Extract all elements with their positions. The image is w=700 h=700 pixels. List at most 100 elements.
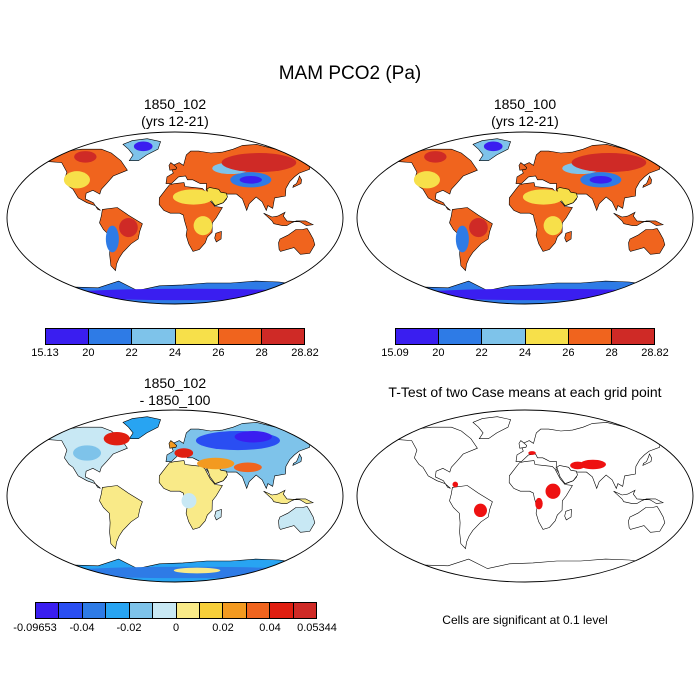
panel-1-title-line1: 1850_102	[143, 96, 207, 112]
colorbar-swatch	[129, 603, 154, 618]
low-region-andes	[105, 225, 119, 253]
panel-3-title-line1: 1850_102	[143, 375, 207, 391]
high-region-canada	[74, 151, 97, 163]
landmass-arabia	[206, 187, 228, 206]
landmass-arabia	[556, 187, 578, 206]
sig-cells-europe	[528, 451, 536, 455]
dry-region-sahara	[522, 189, 564, 205]
panel-1-title: 1850_102 (yrs 12-21)	[0, 96, 350, 130]
colorbar-swatch	[89, 329, 133, 344]
colorbar-swatch	[246, 603, 271, 618]
panel-4-title: T-Test of two Case means at each grid po…	[350, 384, 700, 401]
sig-cells-tibet	[579, 459, 606, 470]
sig-cells-eastafrica	[545, 483, 561, 499]
landmass-africa	[508, 460, 573, 530]
landmass-japan	[292, 453, 302, 466]
landmass-madagascar	[214, 508, 222, 521]
pos-region-india	[233, 462, 262, 473]
panel-3-title: 1850_102 - 1850_100	[0, 375, 350, 409]
panel-4-title-line1: T-Test of two Case means at each grid po…	[388, 384, 662, 400]
dry-region-namerica	[63, 171, 90, 189]
colorbar-tick-label: 0.04	[259, 622, 281, 634]
colorbar-tick-label: 0.05344	[297, 622, 337, 634]
colorbar-swatch	[218, 329, 262, 344]
colorbar-tick-label: 22	[475, 347, 488, 359]
colorbar-swatch	[611, 329, 655, 344]
high-region-brazil	[469, 218, 488, 238]
colorbar-tick-label: 20	[82, 347, 95, 359]
map-border	[6, 409, 344, 583]
dry-region-eastafrica	[193, 216, 213, 236]
map-panel-1	[6, 131, 344, 305]
significance-note: Cells are significant at 0.1 level	[442, 613, 608, 627]
landmass-japan	[642, 175, 652, 188]
colorbar-tick-label: 28.82	[291, 347, 319, 359]
colorbar-panel-2	[395, 328, 655, 345]
colorbar-swatch	[153, 603, 177, 618]
sig-cells-brazil	[473, 503, 488, 518]
landmass-japan	[642, 453, 652, 466]
colorbar-panel-3	[35, 602, 317, 619]
pos-region-europe	[174, 448, 194, 458]
colorbar-swatch	[525, 329, 569, 344]
map-border	[356, 131, 694, 305]
colorbar-swatch	[261, 329, 305, 344]
colorbar-swatch	[439, 329, 483, 344]
high-region-canada	[424, 151, 447, 163]
colorbar-tick-label: 15.13	[31, 347, 59, 359]
dry-region-namerica	[413, 171, 440, 189]
panel-3-title-line2: - 1850_100	[139, 392, 211, 408]
low-region-andes	[455, 225, 469, 253]
map-border	[6, 131, 344, 305]
colorbar-swatch	[293, 603, 317, 618]
colorbar-tick-label: 28.82	[641, 347, 669, 359]
landmass-madagascar	[214, 230, 222, 243]
colorbar-labels-panel-1: 15.13 20 22 24 26 28 28.82	[31, 347, 319, 361]
map-panel-3	[6, 409, 344, 583]
sig-cells-colombia	[452, 481, 459, 488]
sig-cells-iran	[570, 461, 586, 470]
colorbar-tick-label: 26	[562, 347, 575, 359]
landmass-australia	[628, 506, 666, 533]
high-region-siberia	[571, 153, 647, 173]
panel-1-title-line2: (yrs 12-21)	[141, 113, 209, 129]
pos-region-antarctica	[173, 567, 221, 574]
colorbar-labels-panel-2: 15.09 20 22 24 26 28 28.82	[381, 347, 669, 361]
low-region-greenland	[133, 141, 153, 152]
colorbar-tick-label: -0.02	[116, 622, 142, 634]
colorbar-tick-label: 28	[255, 347, 268, 359]
colorbar-tick-label: 24	[168, 347, 182, 359]
colorbar-tick-label: 15.09	[381, 347, 409, 359]
map-panel-4	[356, 409, 694, 583]
panel-2-title-line2: (yrs 12-21)	[491, 113, 559, 129]
landmass-australia	[278, 228, 316, 255]
landmass-uk	[518, 440, 528, 449]
colorbar-swatch	[396, 329, 440, 344]
landmass-samerica	[99, 485, 143, 550]
landmass-eurasia	[515, 422, 671, 490]
colorbar-tick-label: 22	[125, 347, 138, 359]
landmass-uk	[168, 162, 178, 171]
landmass-indonesia	[263, 489, 314, 504]
colorbar-swatch	[482, 329, 526, 344]
panel-2-title-line1: 1850_100	[493, 96, 557, 112]
low-core-tibet	[589, 175, 612, 184]
neg-region-congo	[181, 493, 197, 509]
landmass-madagascar	[564, 230, 572, 243]
colorbar-swatch	[199, 603, 224, 618]
colorbar-tick-label: 0.02	[212, 622, 234, 634]
colorbar-swatch	[568, 329, 612, 344]
colorbar-tick-label: -0.09653	[13, 622, 57, 634]
colorbar-swatch	[46, 329, 90, 344]
colorbar-panel-1	[45, 328, 305, 345]
colorbar-swatch	[36, 603, 60, 618]
dry-region-sahara	[172, 189, 214, 205]
colorbar-tick-label: 24	[518, 347, 532, 359]
landmass-australia	[628, 228, 666, 255]
landmass-madagascar	[564, 508, 572, 521]
colorbar-swatch	[176, 603, 200, 618]
map-panel-2	[356, 131, 694, 305]
colorbar-swatch	[270, 603, 294, 618]
landmass-indonesia	[263, 211, 314, 226]
pos-region-middleeast	[196, 457, 235, 470]
